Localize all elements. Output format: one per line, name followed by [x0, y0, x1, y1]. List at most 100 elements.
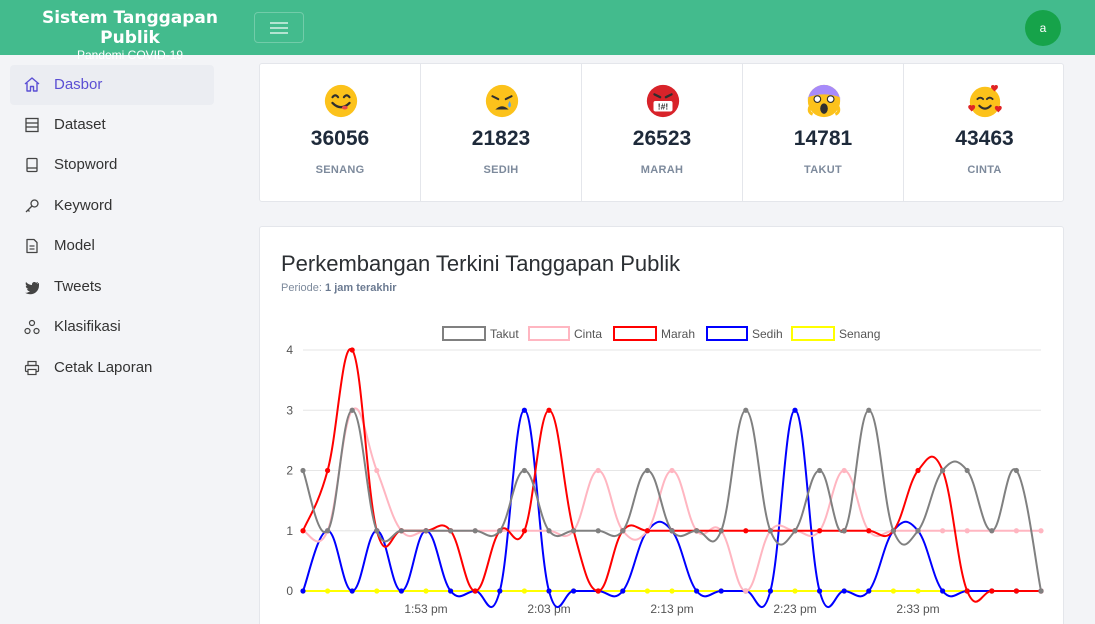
data-point-marah	[964, 588, 970, 594]
data-point-senang	[792, 588, 798, 594]
data-point-takut	[546, 528, 552, 534]
data-point-senang	[644, 588, 650, 594]
data-point-sedih	[792, 407, 798, 413]
data-point-cinta	[669, 467, 675, 474]
data-point-cinta	[374, 467, 380, 474]
emotion-stats-card: 36056 SENANG 21823 SEDIH !#! 26523 MARAH	[259, 63, 1064, 202]
data-point-sedih	[571, 588, 577, 594]
stat-takut: 14781 TAKUT	[743, 64, 904, 201]
sidebar-item-keyword[interactable]: Keyword	[10, 186, 214, 226]
sidebar-item-dasbor[interactable]: Dasbor	[10, 65, 214, 105]
y-tick-label: 0	[286, 584, 293, 598]
data-point-takut	[595, 528, 601, 534]
y-tick-label: 3	[286, 403, 293, 417]
data-point-sedih	[521, 407, 527, 413]
data-point-marah	[472, 588, 478, 594]
data-point-senang	[325, 588, 331, 594]
file-icon	[26, 238, 38, 254]
legend-label-cinta: Cinta	[574, 327, 602, 341]
data-point-sedih	[866, 588, 872, 594]
sidebar-item-label: Dasbor	[54, 76, 103, 93]
stat-value: 43463	[955, 127, 1014, 150]
brand[interactable]: Sistem Tanggapan Publik Pandemi COVID-19	[10, 8, 250, 62]
data-point-takut	[644, 467, 650, 474]
sidebar-item-label: Cetak Laporan	[54, 359, 153, 376]
y-tick-label: 4	[286, 343, 293, 357]
data-point-takut	[817, 467, 823, 474]
sidebar-item-dataset[interactable]: Dataset	[10, 105, 214, 145]
data-point-takut	[669, 528, 675, 534]
stat-value: 14781	[793, 127, 853, 150]
sidebar-item-label: Keyword	[54, 197, 113, 214]
stat-value: 26523	[632, 127, 692, 150]
data-point-cinta	[964, 528, 970, 534]
data-point-takut	[448, 528, 454, 534]
data-point-sedih	[940, 588, 946, 594]
data-point-cinta	[1038, 528, 1044, 534]
data-point-marah	[817, 528, 823, 534]
data-point-marah	[743, 528, 749, 534]
dataset-icon	[25, 117, 39, 133]
sidebar-item-label: Dataset	[54, 116, 106, 133]
y-tick-label: 2	[286, 464, 293, 478]
data-point-marah	[989, 588, 995, 594]
data-point-marah	[349, 347, 355, 353]
data-point-takut	[1038, 588, 1044, 594]
angry-face-icon: !#!	[646, 84, 680, 118]
svg-text:!#!: !#!	[658, 102, 669, 112]
stat-value: 21823	[471, 127, 531, 150]
stat-label: SEDIH	[483, 164, 519, 176]
legend-swatch-senang	[791, 326, 835, 341]
sidebar-item-stopword[interactable]: Stopword	[10, 145, 214, 185]
x-tick-label: 1:53 pm	[404, 602, 447, 616]
stat-cinta: 43463 CINTA	[904, 64, 1065, 201]
sidebar-item-tweets[interactable]: Tweets	[10, 267, 214, 307]
app-title: Sistem Tanggapan Publik	[41, 8, 218, 48]
data-point-takut	[866, 407, 872, 413]
data-point-sedih	[497, 588, 503, 594]
stat-value: 36056	[310, 127, 370, 150]
key-icon	[25, 199, 39, 213]
data-point-takut	[694, 528, 700, 534]
legend-swatch-takut	[442, 326, 486, 341]
stat-senang: 36056 SENANG	[260, 64, 421, 201]
data-point-marah	[300, 528, 306, 534]
line-chart[interactable]: 0 1 2 3 4 1:53 pm 2:03 pm 2:13 pm 2:23 pm 2:33 pm…	[260, 227, 1065, 624]
sidebar-item-label: Stopword	[54, 156, 118, 173]
data-point-takut	[349, 407, 355, 413]
data-point-takut	[964, 467, 970, 474]
data-point-marah	[866, 528, 872, 534]
data-point-sedih	[300, 588, 306, 594]
avatar[interactable]: a	[1025, 10, 1061, 46]
sidebar-item-model[interactable]: Model	[10, 226, 214, 266]
network-icon	[24, 319, 40, 335]
data-point-takut	[374, 528, 380, 534]
trend-chart-card: Perkembangan Terkini Tanggapan Publik Pe…	[259, 226, 1064, 624]
sidebar-item-cetak-laporan[interactable]: Cetak Laporan	[10, 348, 214, 388]
data-point-takut	[940, 467, 946, 474]
y-tick-label: 1	[286, 524, 293, 538]
series-line-sedih	[302, 409, 1042, 608]
data-point-cinta	[1013, 528, 1020, 534]
data-point-takut	[521, 467, 527, 474]
data-point-takut	[300, 467, 306, 474]
data-point-takut	[743, 407, 749, 413]
data-point-takut	[472, 528, 478, 534]
data-point-senang	[669, 588, 675, 594]
chart-period: Periode: 1 jam terakhir	[281, 282, 397, 294]
period-label: Periode:	[281, 282, 322, 294]
data-point-marah	[595, 588, 601, 594]
hamburger-icon[interactable]	[254, 12, 304, 43]
data-point-sedih	[817, 588, 823, 594]
love-face-icon	[968, 85, 1002, 118]
data-point-marah	[644, 528, 650, 534]
screaming-face-icon	[807, 84, 841, 118]
data-point-sedih	[620, 588, 626, 594]
data-point-sedih	[841, 588, 847, 594]
sidebar-item-label: Model	[54, 237, 95, 254]
data-point-takut	[398, 528, 404, 534]
sidebar-item-klasifikasi[interactable]: Klasifikasi	[10, 307, 214, 347]
data-point-takut	[571, 528, 577, 534]
legend-swatch-marah	[613, 326, 657, 341]
stat-sedih: 21823 SEDIH	[421, 64, 582, 201]
